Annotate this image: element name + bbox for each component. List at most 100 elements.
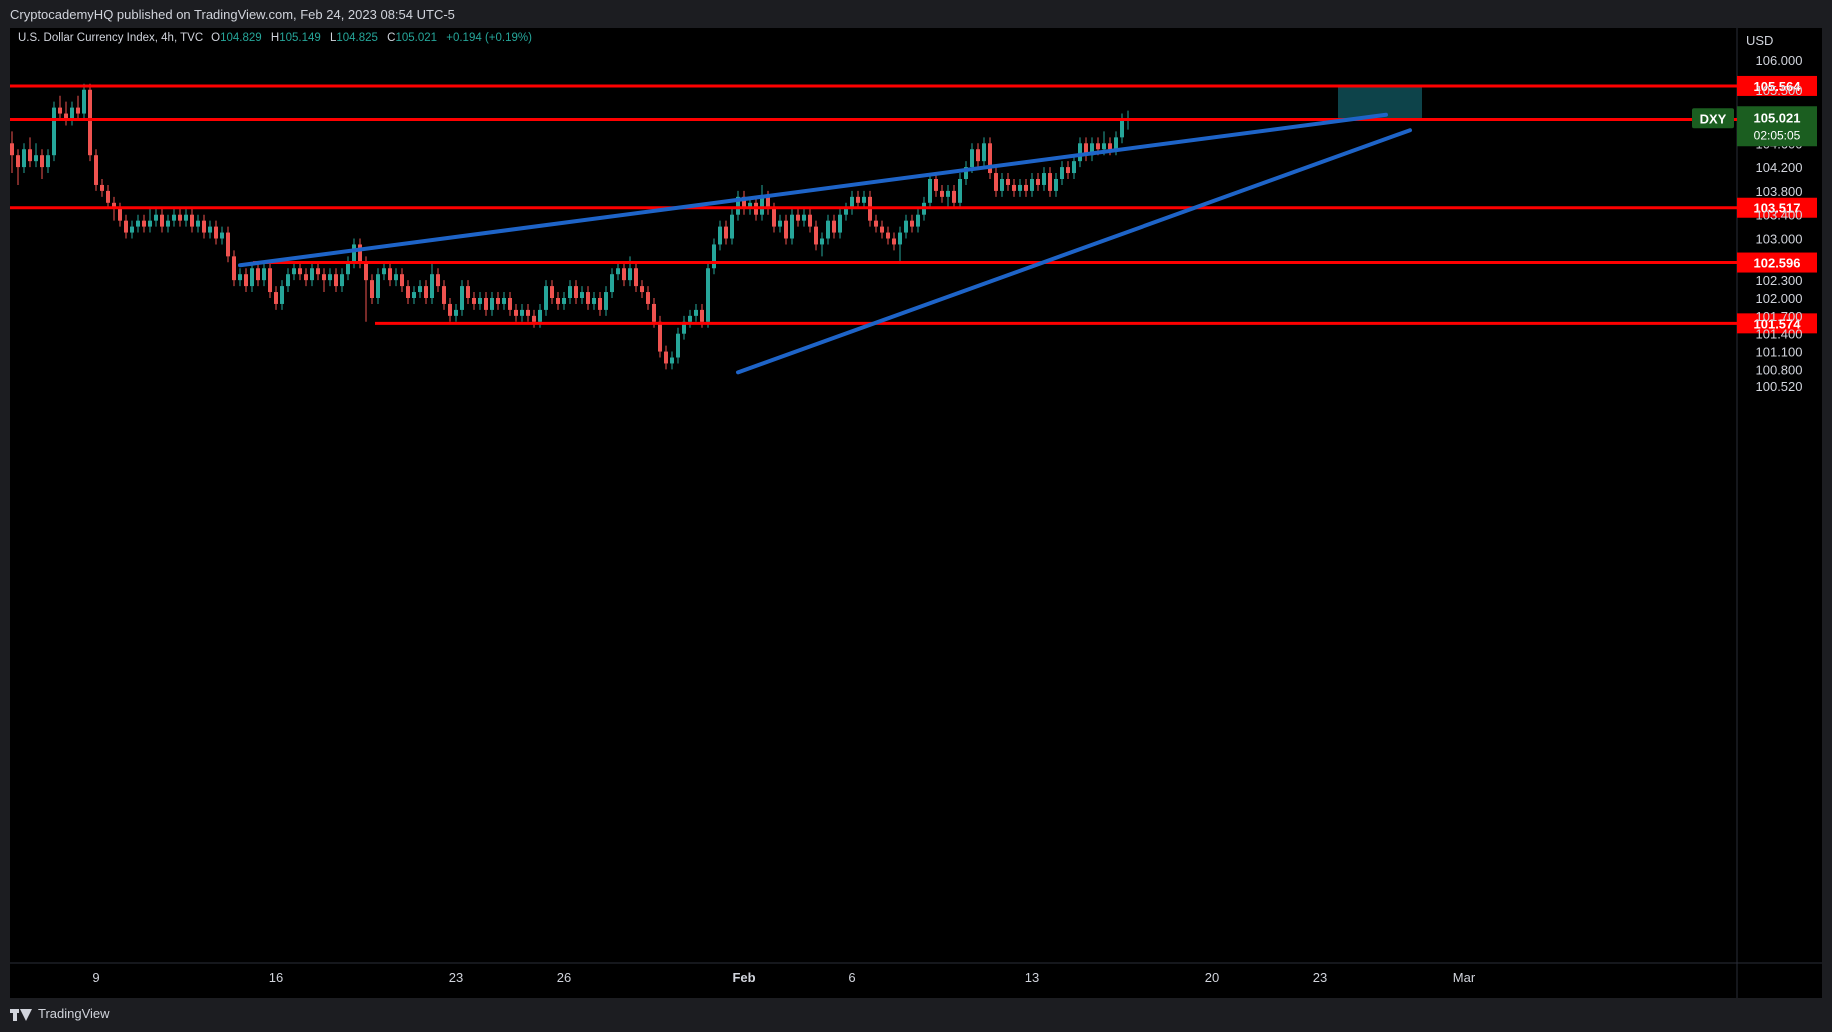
candle	[478, 292, 482, 310]
candle	[100, 179, 104, 197]
candle-body	[490, 298, 494, 310]
candle-body	[154, 214, 158, 221]
candle-body	[82, 89, 86, 114]
level-label: 101.574	[1754, 316, 1802, 331]
y-tick-label: 104.200	[1756, 160, 1803, 175]
candle	[802, 208, 806, 227]
candle-body	[904, 220, 908, 233]
candle	[676, 327, 680, 364]
candle-body	[166, 220, 170, 227]
candle	[340, 268, 344, 293]
candle-body	[946, 190, 950, 197]
candle-body	[676, 333, 680, 358]
tradingview-logo-icon	[10, 1007, 32, 1021]
candle-body	[190, 214, 194, 227]
candle	[16, 149, 20, 185]
candle-body	[148, 220, 152, 227]
candle	[814, 220, 818, 251]
candle	[166, 214, 170, 233]
candle-body	[70, 107, 74, 120]
candle	[448, 298, 452, 322]
candle	[322, 268, 326, 293]
candle	[244, 268, 248, 293]
candle	[730, 208, 734, 245]
candle-body	[712, 244, 716, 269]
candle	[370, 274, 374, 304]
candle-body	[814, 226, 818, 245]
candle-body	[466, 286, 470, 298]
candle-body	[826, 220, 830, 239]
tradingview-brand[interactable]: TradingView	[10, 1006, 110, 1021]
candle-body	[274, 292, 278, 304]
candle	[484, 292, 488, 316]
candle	[844, 202, 848, 221]
candle	[148, 208, 152, 233]
candle-body	[532, 315, 536, 322]
candle	[412, 286, 416, 304]
candle-body	[340, 274, 344, 287]
candle-body	[1108, 143, 1112, 150]
candle-body	[652, 303, 656, 322]
candle	[832, 214, 836, 239]
candle-body	[280, 286, 284, 304]
candle	[856, 190, 860, 209]
candle	[250, 262, 254, 293]
candle-body	[1048, 173, 1052, 191]
legend-symbol: U.S. Dollar Currency Index, 4h, TVC	[18, 32, 203, 44]
candle	[442, 280, 446, 310]
candle	[136, 214, 140, 233]
candle-body	[436, 274, 440, 287]
candle-body	[844, 208, 848, 215]
candle	[628, 256, 632, 287]
y-tick-label: 101.100	[1756, 345, 1803, 360]
footer: TradingView	[0, 998, 1832, 1032]
candle	[532, 309, 536, 328]
candle	[790, 208, 794, 245]
candle-body	[934, 179, 938, 191]
candle	[928, 173, 932, 209]
candle	[94, 149, 98, 191]
candle	[904, 214, 908, 239]
candle	[418, 280, 422, 298]
candle-body	[106, 190, 110, 203]
candle	[880, 220, 884, 239]
candle-body	[520, 309, 524, 316]
candle-body	[298, 268, 302, 275]
candle	[202, 214, 206, 239]
candle	[58, 95, 62, 120]
candle-body	[760, 196, 764, 215]
y-tick-label: 103.000	[1756, 232, 1803, 247]
candle-body	[604, 292, 608, 310]
candle	[508, 292, 512, 316]
candle	[898, 226, 902, 263]
candle-body	[778, 220, 782, 227]
candle-body	[862, 196, 866, 203]
candle	[646, 286, 650, 310]
candle	[232, 250, 236, 287]
candle-body	[328, 274, 332, 281]
candle	[280, 280, 284, 310]
candle-body	[730, 214, 734, 239]
candle-body	[1066, 167, 1070, 174]
candle-body	[748, 202, 752, 209]
candle-body	[394, 274, 398, 281]
candle-body	[994, 173, 998, 191]
candle	[190, 208, 194, 233]
candle	[304, 268, 308, 287]
candle-body	[970, 149, 974, 168]
candle-body	[250, 268, 254, 287]
candle	[550, 280, 554, 304]
candle-body	[622, 268, 626, 281]
candle	[610, 268, 614, 298]
candle	[454, 303, 458, 322]
y-tick-label: 100.800	[1756, 362, 1803, 377]
candle-body	[424, 286, 428, 298]
candle-body	[310, 268, 314, 281]
candle	[724, 220, 728, 245]
candle	[718, 220, 722, 251]
candle	[154, 208, 158, 227]
y-tick-label: 100.520	[1756, 379, 1803, 394]
candle-body	[292, 268, 296, 275]
